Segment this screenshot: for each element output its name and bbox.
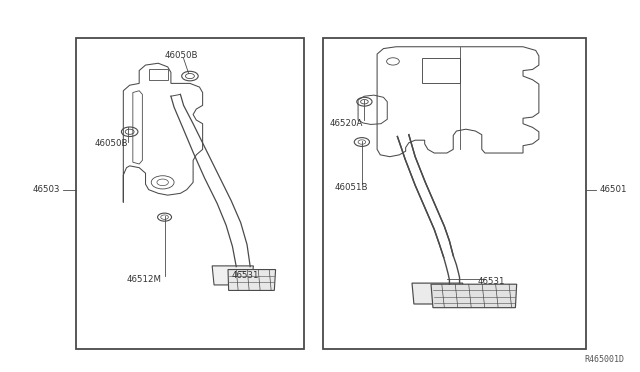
- Polygon shape: [431, 284, 516, 308]
- Text: 46050B: 46050B: [164, 51, 198, 60]
- Text: 46531: 46531: [477, 277, 505, 286]
- Text: 46051B: 46051B: [335, 183, 368, 192]
- Text: 46501: 46501: [599, 185, 627, 194]
- Text: 46520A: 46520A: [330, 119, 363, 128]
- Text: R465001D: R465001D: [584, 355, 625, 364]
- Polygon shape: [228, 270, 276, 291]
- Polygon shape: [412, 283, 463, 304]
- Text: 46531: 46531: [231, 271, 259, 280]
- Polygon shape: [212, 266, 253, 285]
- Text: 46503: 46503: [33, 185, 60, 194]
- Text: 46050B: 46050B: [95, 140, 128, 148]
- Text: 46512M: 46512M: [127, 275, 161, 284]
